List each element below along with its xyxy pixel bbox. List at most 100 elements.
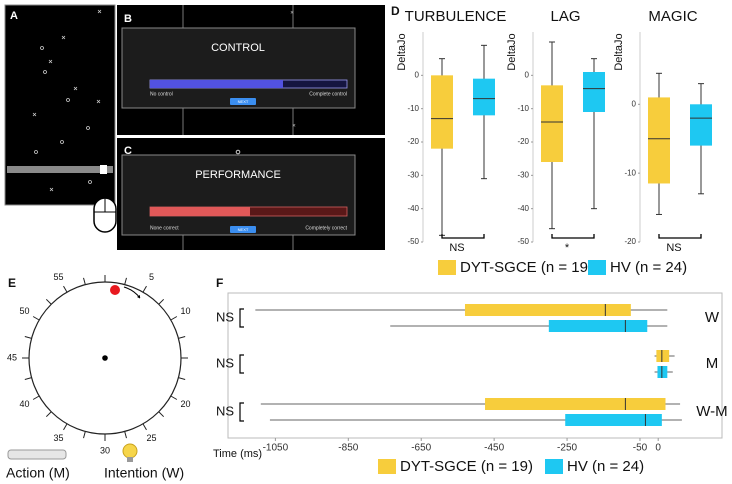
y-tick-label: 0 (525, 70, 530, 79)
clock-tick (158, 411, 165, 418)
legend-label: HV (n = 24) (567, 458, 644, 475)
clock-tick (32, 395, 40, 400)
box (656, 350, 670, 362)
clock-tick (45, 411, 52, 418)
significance-bracket (441, 234, 485, 239)
row-label: M (706, 355, 719, 372)
task-symbols (32, 9, 102, 192)
legend-swatch (438, 260, 456, 275)
y-tick-label: -40 (517, 204, 529, 213)
clock-hand-dot (110, 285, 120, 295)
y-tick-label: -10 (407, 104, 419, 113)
y-tick-label: -10 (517, 104, 529, 113)
box (473, 78, 495, 116)
significance-label: NS (449, 242, 464, 254)
button-label: NEXT (238, 227, 249, 232)
clock-label: 10 (181, 306, 191, 316)
box (657, 366, 668, 378)
significance-label: NS (216, 355, 234, 370)
clock-label: 25 (146, 433, 156, 443)
clock-tick (24, 336, 32, 339)
clock-tick (178, 377, 186, 380)
legend-label: DYT-SGCE (n = 19) (460, 259, 593, 276)
box (464, 304, 631, 316)
clock-label: 20 (181, 399, 191, 409)
progress-bar (7, 166, 113, 173)
slider-fill (150, 80, 283, 88)
y-tick-label: -10 (624, 168, 636, 177)
row-label: W (705, 309, 720, 326)
y-tick-label: -20 (407, 137, 419, 146)
legend-swatch (378, 459, 396, 474)
clock-tick (32, 316, 40, 321)
significance-bracket (239, 354, 244, 374)
clock-tick (63, 423, 68, 431)
box (548, 320, 648, 332)
clock-label: 5 (149, 272, 154, 282)
clock-label: 45 (7, 352, 17, 362)
rotation-arrow (123, 286, 141, 299)
significance-label: NS (216, 403, 234, 418)
clock-label: 50 (19, 306, 29, 316)
x-tick-label: -1050 (263, 443, 289, 454)
symbol (235, 149, 241, 155)
y-axis-label: DeltaJo (613, 33, 625, 70)
significance-label: NS (666, 242, 681, 254)
significance-bracket (239, 308, 244, 328)
y-tick-label: -30 (517, 170, 529, 179)
dialog-title: PERFORMANCE (195, 169, 281, 181)
significance-bracket (658, 234, 702, 239)
clock-tick (170, 316, 178, 321)
legend-swatch (588, 260, 606, 275)
next-button[interactable] (230, 226, 256, 233)
y-tick-label: 0 (415, 70, 420, 79)
clock-tick (178, 336, 186, 339)
x-tick-label: 0 (655, 443, 661, 454)
box (485, 398, 666, 410)
next-button[interactable] (230, 98, 256, 105)
clock-tick (158, 298, 165, 305)
legend-label: HV (n = 24) (610, 259, 687, 276)
clock-label: 40 (19, 399, 29, 409)
subplot-title: TURBULENCE (405, 8, 507, 25)
y-axis-label: DeltaJo (396, 33, 408, 70)
clock-label: 30 (100, 445, 110, 455)
bulb-icon (122, 443, 138, 462)
x-tick-label: -650 (411, 443, 431, 454)
plot-frame (227, 292, 723, 439)
slider-left-label: No control (150, 91, 173, 97)
clock-label: 55 (53, 272, 63, 282)
y-tick-label: -20 (624, 237, 636, 246)
clock-tick (170, 395, 178, 400)
panel-label: C (124, 145, 132, 157)
x-tick-label: -250 (557, 443, 577, 454)
clock-label: 35 (53, 433, 63, 443)
significance-bracket (551, 234, 595, 239)
significance-bracket (239, 402, 244, 422)
box (565, 414, 662, 426)
button-label: NEXT (238, 99, 249, 104)
slider-fill (150, 207, 250, 216)
y-tick-label: -50 (517, 237, 529, 246)
action-key (7, 449, 67, 460)
box (431, 75, 453, 149)
y-tick-label: -30 (407, 170, 419, 179)
panel-label: B (124, 13, 132, 25)
slider-right-label: Complete control (309, 91, 347, 97)
dialog (121, 27, 356, 109)
dialog-title: CONTROL (211, 42, 265, 54)
legend-label: DYT-SGCE (n = 19) (400, 458, 533, 475)
slider-left-label: None correct (150, 225, 179, 231)
dialog (121, 154, 356, 236)
clock-tick (142, 285, 147, 293)
significance-label: * (565, 242, 570, 254)
box (648, 97, 670, 184)
x-tick-label: -50 (633, 443, 648, 454)
y-axis-label: DeltaJo (506, 33, 518, 70)
clock-tick (83, 431, 86, 439)
y-tick-label: 0 (632, 99, 637, 108)
clock-tick (124, 431, 127, 439)
panel-label: A (10, 10, 18, 22)
subplot-title: MAGIC (648, 8, 697, 25)
